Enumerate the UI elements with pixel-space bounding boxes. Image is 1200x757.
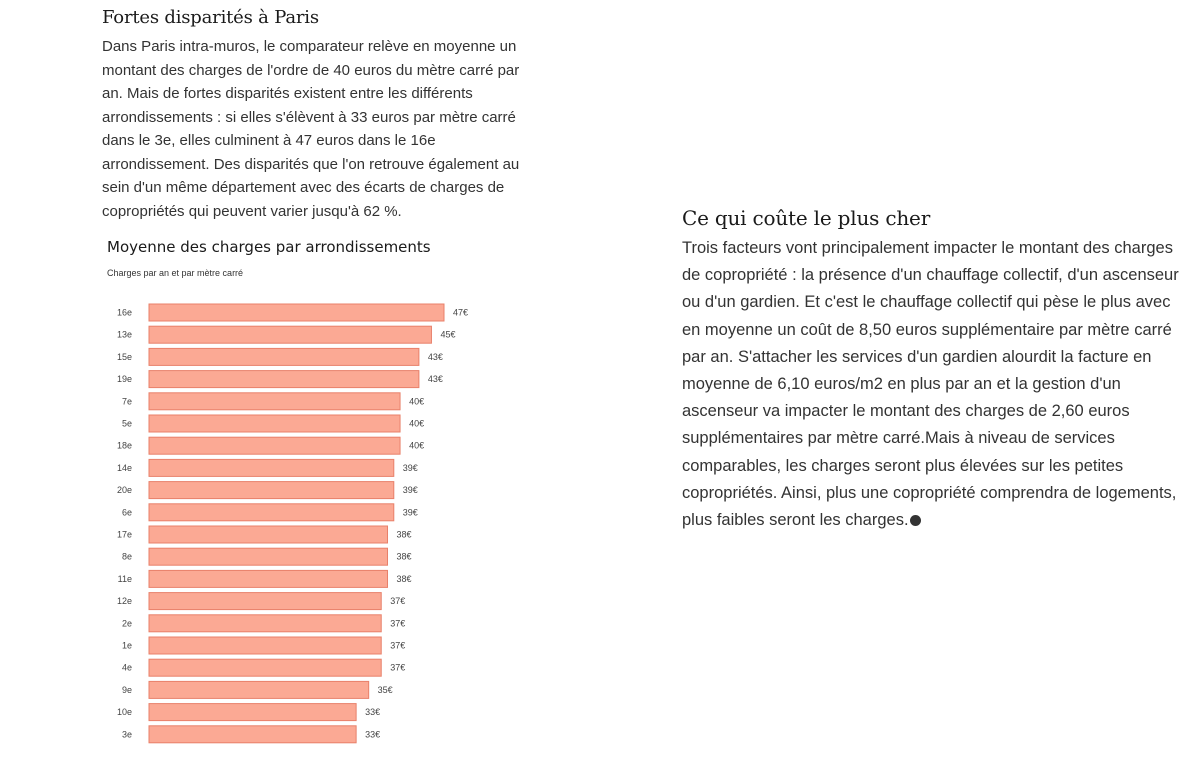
paragraph-cost-factors: Trois facteurs vont principalement impac… (682, 235, 1187, 534)
bar (148, 503, 395, 522)
paragraph-cost-factors-text: Trois facteurs vont principalement impac… (682, 239, 1179, 530)
charges-bar-chart: Moyenne des charges par arrondissements … (107, 233, 547, 744)
value-label: 40€ (409, 419, 424, 429)
category-label: 6e (122, 507, 132, 517)
category-label: 15e (117, 352, 132, 362)
end-of-article-dot-icon (909, 515, 921, 527)
bar (148, 458, 395, 477)
value-label: 37€ (390, 663, 405, 673)
category-label: 3e (122, 729, 132, 739)
value-label: 47€ (453, 308, 468, 318)
category-label: 13e (117, 330, 132, 340)
bar (148, 725, 357, 744)
value-label: 38€ (397, 574, 412, 584)
value-label: 37€ (390, 618, 405, 628)
category-label: 10e (117, 707, 132, 717)
value-label: 35€ (378, 685, 393, 695)
category-label: 8e (122, 552, 132, 562)
category-label: 12e (117, 596, 132, 606)
category-label: 1e (122, 641, 132, 651)
bar (148, 303, 445, 322)
value-label: 33€ (365, 707, 380, 717)
category-label: 19e (117, 374, 132, 384)
left-article-section: Fortes disparités à Paris Dans Paris int… (102, 4, 542, 223)
bar (148, 347, 420, 366)
category-label: 14e (117, 463, 132, 473)
bar (148, 592, 382, 611)
value-label: 39€ (403, 485, 418, 495)
bar (148, 658, 382, 677)
category-label: 5e (122, 419, 132, 429)
value-label: 38€ (397, 530, 412, 540)
bar (148, 569, 389, 588)
category-label: 2e (122, 618, 132, 628)
category-label: 17e (117, 530, 132, 540)
value-label: 37€ (390, 641, 405, 651)
category-label: 4e (122, 663, 132, 673)
value-label: 37€ (390, 596, 405, 606)
bar (148, 436, 401, 455)
value-label: 40€ (409, 396, 424, 406)
chart-plot-area: 16e 47€ 13e 45€ 15e 43€ 19e 43€ 7e 40€ 5e 40€ 18e 40€… (117, 303, 468, 744)
value-label: 43€ (428, 352, 443, 362)
bar (148, 680, 370, 699)
chart-title: Moyenne des charges par arrondissements (107, 238, 431, 256)
value-label: 39€ (403, 463, 418, 473)
bar (148, 703, 357, 722)
value-label: 38€ (397, 552, 412, 562)
chart-subtitle: Charges par an et par mètre carré (107, 268, 244, 278)
category-label: 11e (118, 574, 132, 584)
section-title-costs: Ce qui coûte le plus cher (682, 206, 931, 230)
category-label: 9e (122, 685, 132, 695)
bar (148, 525, 389, 544)
category-label: 20e (117, 485, 132, 495)
section-title-paris: Fortes disparités à Paris (102, 7, 319, 28)
right-article-section: Ce qui coûte le plus cher Trois facteurs… (682, 203, 1187, 534)
value-label: 43€ (428, 374, 443, 384)
bar (148, 414, 401, 433)
bar (148, 614, 382, 633)
category-label: 18e (117, 441, 132, 451)
bar (148, 370, 420, 389)
value-label: 40€ (409, 441, 424, 451)
category-label: 7e (122, 396, 132, 406)
value-label: 33€ (365, 729, 380, 739)
bar (148, 325, 432, 344)
bar (148, 392, 401, 411)
category-label: 16e (117, 308, 132, 318)
bar (148, 547, 389, 566)
value-label: 45€ (440, 330, 455, 340)
bar (148, 481, 395, 500)
value-label: 39€ (403, 507, 418, 517)
paragraph-paris-disparities: Dans Paris intra-muros, le comparateur r… (102, 38, 520, 220)
bar (148, 636, 382, 655)
